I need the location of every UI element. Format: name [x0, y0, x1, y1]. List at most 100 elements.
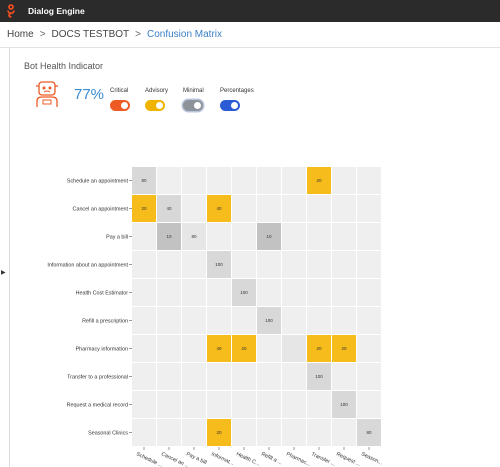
matrix-cell-empty [157, 335, 181, 362]
matrix-cell-empty [357, 335, 381, 362]
matrix-cell-value: 100 [215, 262, 223, 267]
matrix-cell-empty [182, 335, 206, 362]
matrix-cell-empty [307, 307, 331, 334]
critical-switch[interactable] [110, 100, 130, 111]
matrix-cell[interactable] [157, 223, 181, 250]
matrix-cell-empty [332, 251, 356, 278]
matrix-cell[interactable] [232, 279, 256, 306]
toggle-minimal: Minimal [183, 88, 204, 111]
matrix-cell-empty [357, 391, 381, 418]
matrix-cell-value: 20 [341, 346, 347, 351]
matrix-cell[interactable] [332, 391, 356, 418]
matrix-cell-value: 40 [216, 206, 222, 211]
matrix-cell[interactable] [157, 195, 181, 222]
column-label: Health C... [235, 451, 261, 467]
column-label: Pharmac... [285, 451, 311, 467]
switch-knob [194, 102, 201, 109]
matrix-cell-empty [157, 363, 181, 390]
minimal-switch[interactable] [183, 100, 203, 111]
genesys-logo-icon[interactable] [0, 0, 22, 22]
toggle-label: Advisory [145, 88, 169, 94]
matrix-cell-empty [282, 167, 306, 194]
matrix-cell-empty [132, 335, 156, 362]
matrix-cell[interactable] [182, 223, 206, 250]
matrix-cell-empty [182, 307, 206, 334]
matrix-cell-empty [157, 307, 181, 334]
breadcrumb-home[interactable]: Home [7, 29, 34, 40]
health-percentage: 77% [74, 86, 105, 103]
toggle-label: Percentages [220, 88, 254, 94]
matrix-cell[interactable] [257, 223, 281, 250]
matrix-cell-empty [257, 167, 281, 194]
matrix-cell-empty [182, 195, 206, 222]
row-label: Seasonal Clinics [88, 431, 128, 437]
percentages-switch[interactable] [220, 100, 240, 111]
matrix-cell-empty [257, 363, 281, 390]
matrix-cell-empty [207, 223, 231, 250]
column-label: Request ... [335, 451, 361, 467]
matrix-cell[interactable] [332, 335, 356, 362]
matrix-cell-empty [282, 419, 306, 446]
matrix-cell-empty [257, 335, 281, 362]
matrix-cell-empty [232, 167, 256, 194]
row-label: Transfer to a professional [67, 375, 128, 381]
matrix-cell[interactable] [282, 335, 306, 362]
matrix-cell[interactable] [307, 167, 331, 194]
matrix-cell[interactable] [232, 335, 256, 362]
matrix-cell-empty [357, 167, 381, 194]
matrix-cell-empty [157, 391, 181, 418]
matrix-cell-empty [332, 195, 356, 222]
matrix-cell-empty [207, 279, 231, 306]
matrix-cell-empty [332, 307, 356, 334]
matrix-cell-empty [207, 363, 231, 390]
collapse-arrow-icon[interactable]: ▶ [1, 270, 6, 276]
matrix-cell-empty [232, 223, 256, 250]
matrix-cell-empty [257, 251, 281, 278]
matrix-cell[interactable] [132, 167, 156, 194]
matrix-cell-empty [257, 195, 281, 222]
breadcrumb-bot[interactable]: DOCS TESTBOT [51, 29, 130, 40]
matrix-cell-value: 100 [340, 402, 348, 407]
matrix-cell-empty [257, 419, 281, 446]
matrix-cell-empty [132, 223, 156, 250]
matrix-cell[interactable] [257, 307, 281, 334]
matrix-cell[interactable] [207, 335, 231, 362]
matrix-cell[interactable] [307, 335, 331, 362]
matrix-cell-empty [132, 307, 156, 334]
matrix-cell-empty [307, 223, 331, 250]
matrix-cell-empty [207, 391, 231, 418]
matrix-cell-empty [357, 279, 381, 306]
matrix-cell-empty [357, 223, 381, 250]
matrix-cell-empty [232, 251, 256, 278]
row-label: Pharmacy information [76, 347, 128, 353]
matrix-cell-empty [132, 279, 156, 306]
matrix-cell[interactable] [357, 419, 381, 446]
matrix-cell-empty [307, 419, 331, 446]
matrix-cell-value: 100 [315, 374, 323, 379]
column-label: Informat... [210, 451, 235, 467]
left-divider [9, 48, 10, 467]
matrix-cell-empty [357, 251, 381, 278]
matrix-cell-empty [332, 363, 356, 390]
breadcrumb: Home > DOCS TESTBOT > Confusion Matrix [0, 22, 500, 48]
advisory-switch[interactable] [145, 100, 165, 111]
matrix-cell[interactable] [132, 195, 156, 222]
matrix-cell-empty [182, 279, 206, 306]
matrix-cell-empty [332, 279, 356, 306]
matrix-cell-value: 10 [266, 234, 272, 239]
health-title: Bot Health Indicator [24, 61, 104, 71]
bot-health-icon [32, 79, 62, 109]
matrix-cell-value: 20 [241, 346, 247, 351]
matrix-cell-value: 20 [141, 206, 147, 211]
matrix-cell-empty [182, 419, 206, 446]
matrix-cell-value: 20 [216, 430, 222, 435]
matrix-cell-empty [157, 167, 181, 194]
matrix-cell-empty [207, 167, 231, 194]
matrix-cell[interactable] [307, 363, 331, 390]
matrix-cell[interactable] [207, 195, 231, 222]
matrix-cell[interactable] [207, 419, 231, 446]
top-bar: Dialog Engine [0, 0, 500, 22]
matrix-cell[interactable] [207, 251, 231, 278]
row-label: Cancel an appointment [73, 207, 129, 213]
matrix-cell-empty [182, 167, 206, 194]
